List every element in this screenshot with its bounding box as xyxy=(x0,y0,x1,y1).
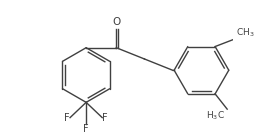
Text: CH$_3$: CH$_3$ xyxy=(236,26,255,39)
Text: O: O xyxy=(112,17,120,27)
Text: H$_3$C: H$_3$C xyxy=(206,109,225,122)
Text: F: F xyxy=(102,113,108,123)
Text: F: F xyxy=(83,124,89,134)
Text: F: F xyxy=(65,113,70,123)
